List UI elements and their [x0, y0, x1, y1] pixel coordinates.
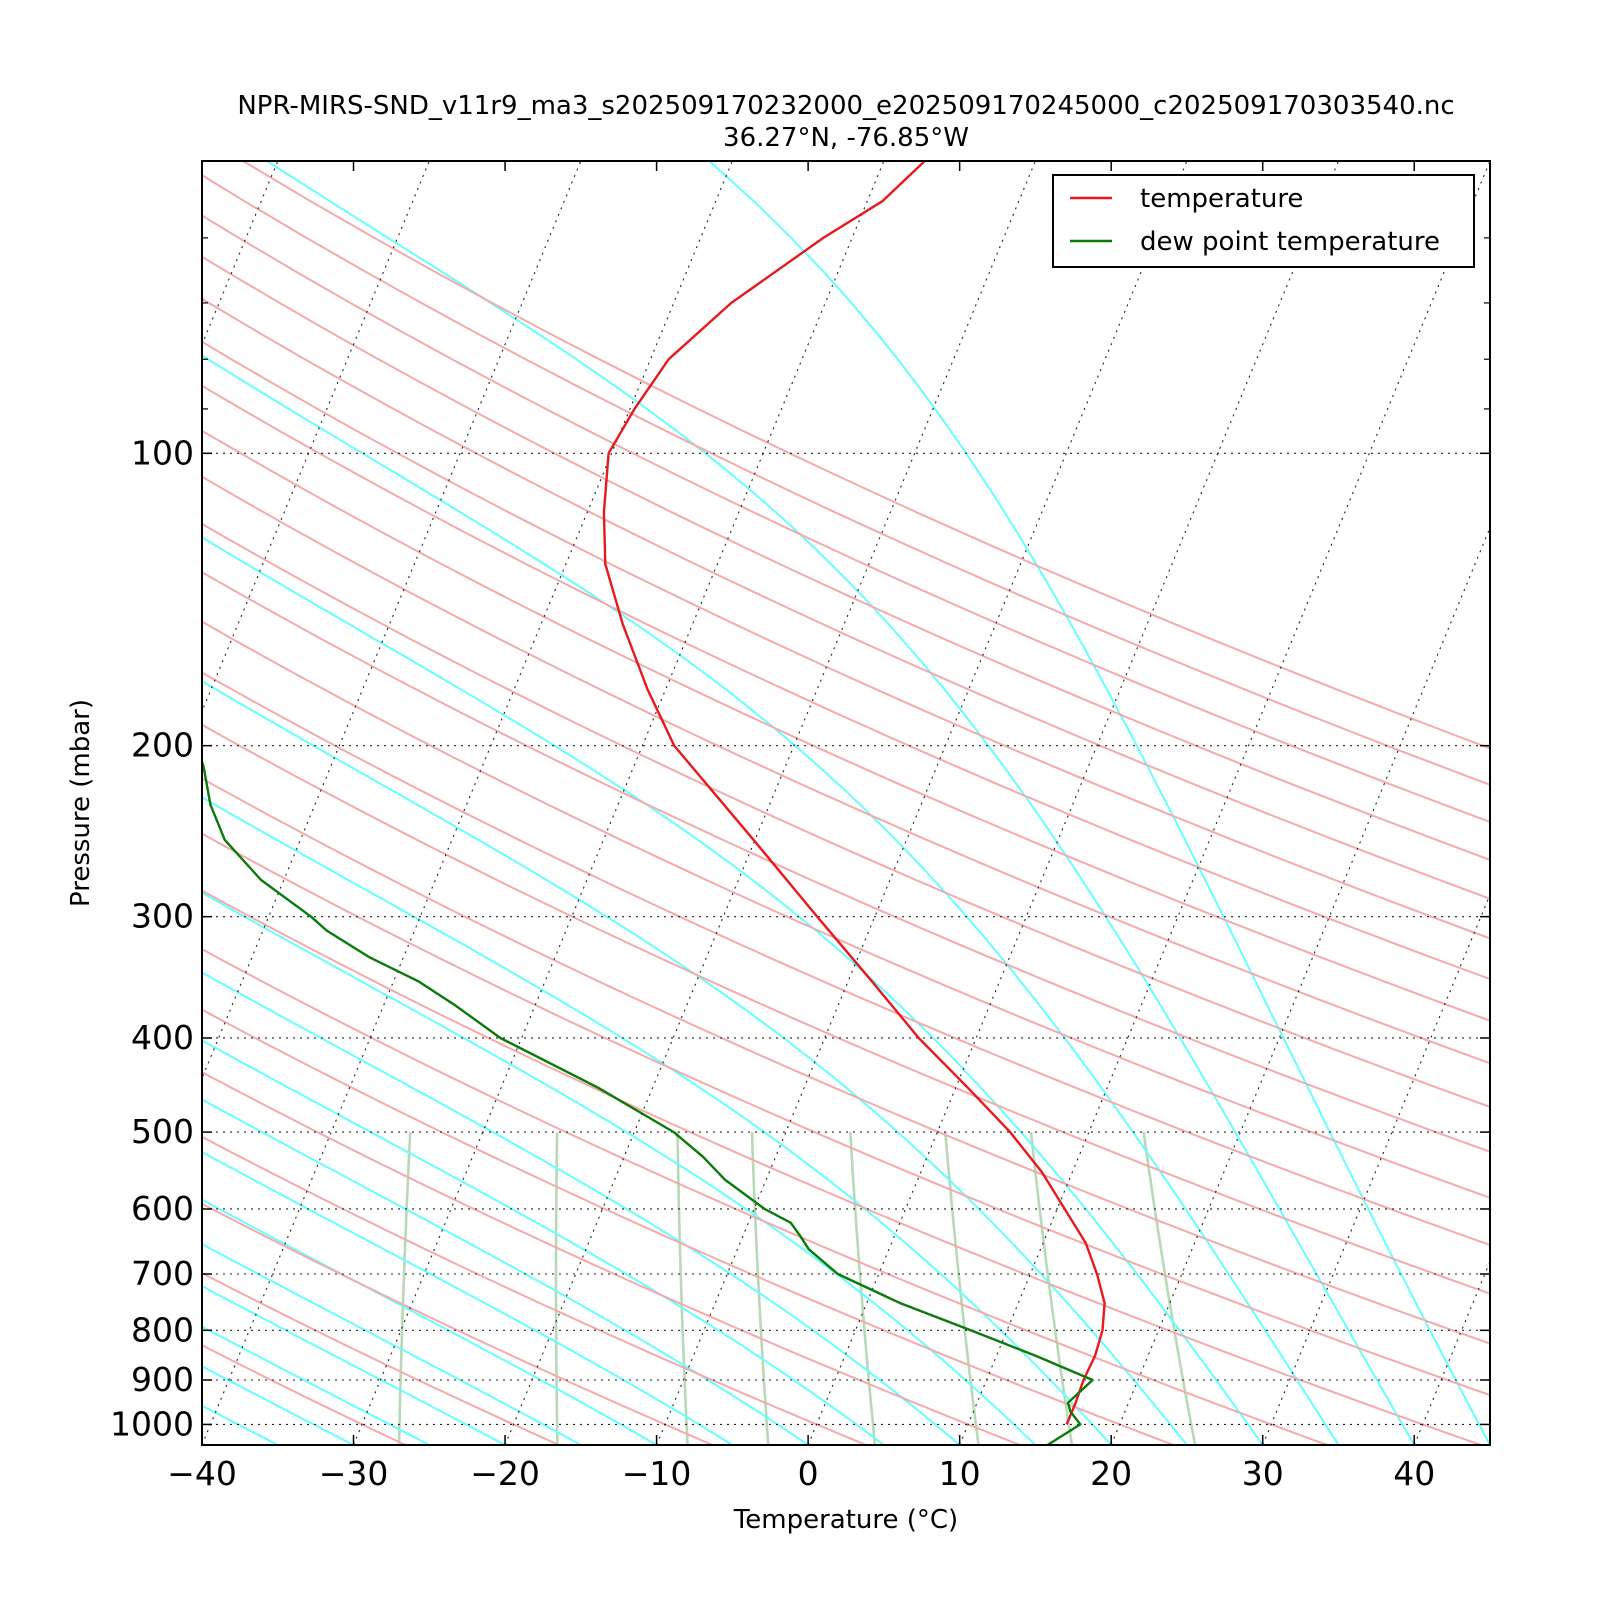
moist-adiabats — [202, 161, 1490, 1445]
x-tick-label: 10 — [939, 1454, 981, 1493]
y-axis-ticks: 100 200 300 400 500 600 700 800 900 1000 — [110, 237, 1490, 1443]
moist-adiabat-line — [202, 1325, 430, 1445]
mixing-ratio-line — [397, 1132, 412, 1445]
y-tick-label: 900 — [131, 1360, 194, 1399]
moist-adiabat-line — [202, 1365, 354, 1445]
moist-adiabat-line — [202, 796, 1112, 1445]
dry-adiabat-line — [202, 671, 1490, 1247]
y-tick-label: 200 — [131, 726, 194, 765]
dry-adiabat-line — [202, 297, 1490, 900]
isotherm-gridline — [0, 161, 126, 1445]
dry-adiabats — [202, 161, 1490, 1445]
y-tick-label: 1000 — [110, 1404, 194, 1443]
moist-adiabat-line — [202, 891, 1037, 1445]
x-tick-label: 0 — [798, 1454, 819, 1493]
isotherm-gridline — [504, 161, 1036, 1445]
y-tick-label: 600 — [131, 1189, 194, 1228]
mixing-ratio-line — [1029, 1131, 1074, 1445]
isotherm-gridline — [202, 161, 582, 1080]
isobar-gridlines — [202, 452, 1490, 1425]
moist-adiabat-line — [202, 354, 1340, 1445]
y-tick-label: 100 — [131, 433, 194, 472]
dry-adiabat-line — [202, 620, 1490, 1199]
legend-label-temperature: temperature — [1140, 184, 1303, 214]
dry-adiabat-line — [202, 889, 1482, 1445]
isotherm-gridline — [959, 161, 1490, 1445]
x-axis-label: Temperature (°C) — [733, 1505, 958, 1535]
moist-adiabat-line — [202, 536, 1264, 1445]
dry-adiabat-line — [202, 522, 1490, 1109]
dry-adiabat-line — [202, 571, 1490, 1153]
x-tick-label: −30 — [319, 1454, 389, 1493]
mixing-ratio-line — [676, 1132, 689, 1445]
dry-adiabat-line — [202, 948, 1328, 1445]
dry-adiabat-line — [202, 340, 1490, 940]
isotherm-gridlines — [0, 161, 1600, 1445]
plot-area — [0, 161, 1600, 1445]
moist-adiabat-line — [266, 161, 1416, 1445]
moist-adiabat-line — [202, 1198, 658, 1445]
legend-box — [1052, 174, 1475, 268]
isotherm-gridline — [807, 161, 1339, 1445]
dry-adiabat-line — [202, 1344, 406, 1445]
x-tick-label: 40 — [1393, 1454, 1435, 1493]
y-tick-label: 500 — [131, 1112, 194, 1151]
series-layer — [202, 161, 1106, 1445]
dry-adiabat-line — [202, 1008, 1174, 1445]
moist-adiabat-line — [202, 680, 1188, 1445]
moist-adiabat-line — [202, 1242, 582, 1445]
isotherm-gridline — [1262, 893, 1490, 1445]
dry-adiabat-line — [202, 429, 1490, 1022]
x-tick-label: −20 — [470, 1454, 540, 1493]
isotherm-gridline — [353, 161, 885, 1445]
temperature-profile-line — [602, 161, 1106, 1425]
y-tick-label: 400 — [131, 1018, 194, 1057]
y-tick-label: 300 — [131, 897, 194, 936]
mixing-ratio-lines — [397, 1131, 1197, 1445]
mixing-ratio-line — [554, 1132, 559, 1445]
moist-adiabat-line — [202, 1284, 506, 1445]
chart-title-line1: NPR-MIRS-SND_v11r9_ma3_s202509170232000_… — [237, 91, 1454, 121]
dry-adiabat-line — [202, 384, 1490, 981]
moist-adiabat-line — [202, 971, 961, 1445]
legend: temperature dew point temperature — [1052, 174, 1475, 268]
dry-adiabat-line — [202, 1202, 713, 1445]
y-tick-label: 800 — [131, 1310, 194, 1349]
dry-adiabat-line — [202, 1071, 1021, 1445]
moist-adiabat-line — [202, 1039, 885, 1445]
plot-frame — [201, 160, 1491, 1446]
dry-adiabat-line — [202, 1272, 560, 1445]
y-tick-label: 700 — [131, 1254, 194, 1293]
dry-adiabat-line — [202, 777, 1490, 1345]
isotherm-gridline — [656, 161, 1188, 1445]
dewpoint-profile-line — [202, 759, 1094, 1445]
y-axis-label: Pressure (mbar) — [66, 699, 96, 907]
x-tick-label: −40 — [167, 1454, 237, 1493]
isotherm-gridline — [202, 161, 430, 713]
x-tick-label: 30 — [1242, 1454, 1284, 1493]
dry-adiabat-line — [202, 723, 1490, 1295]
x-tick-label: 20 — [1090, 1454, 1132, 1493]
dry-adiabat-line — [202, 214, 1490, 823]
dry-adiabat-line — [202, 174, 1490, 786]
isotherm-gridline — [1110, 526, 1490, 1445]
moist-adiabat-line — [708, 161, 1490, 1445]
mixing-ratio-line — [944, 1131, 980, 1445]
isotherm-gridline — [1566, 161, 1600, 1445]
dry-adiabat-line — [202, 1135, 867, 1445]
legend-label-dewpoint: dew point temperature — [1140, 227, 1440, 257]
moist-adiabat-line — [202, 1098, 809, 1445]
chart-title-line2: 36.27°N, -76.85°W — [723, 123, 969, 153]
mixing-ratio-line — [1142, 1131, 1197, 1445]
dry-adiabat-line — [202, 475, 1490, 1065]
dry-adiabat-line — [202, 832, 1490, 1397]
dry-adiabat-line — [202, 255, 1490, 861]
x-tick-label: −10 — [622, 1454, 692, 1493]
x-axis-ticks: −40 −30 −20 −10 0 10 20 30 40 — [167, 161, 1435, 1493]
moist-adiabat-line — [202, 1150, 733, 1445]
isotherm-gridline — [202, 161, 733, 1445]
isotherm-gridline — [202, 161, 279, 346]
